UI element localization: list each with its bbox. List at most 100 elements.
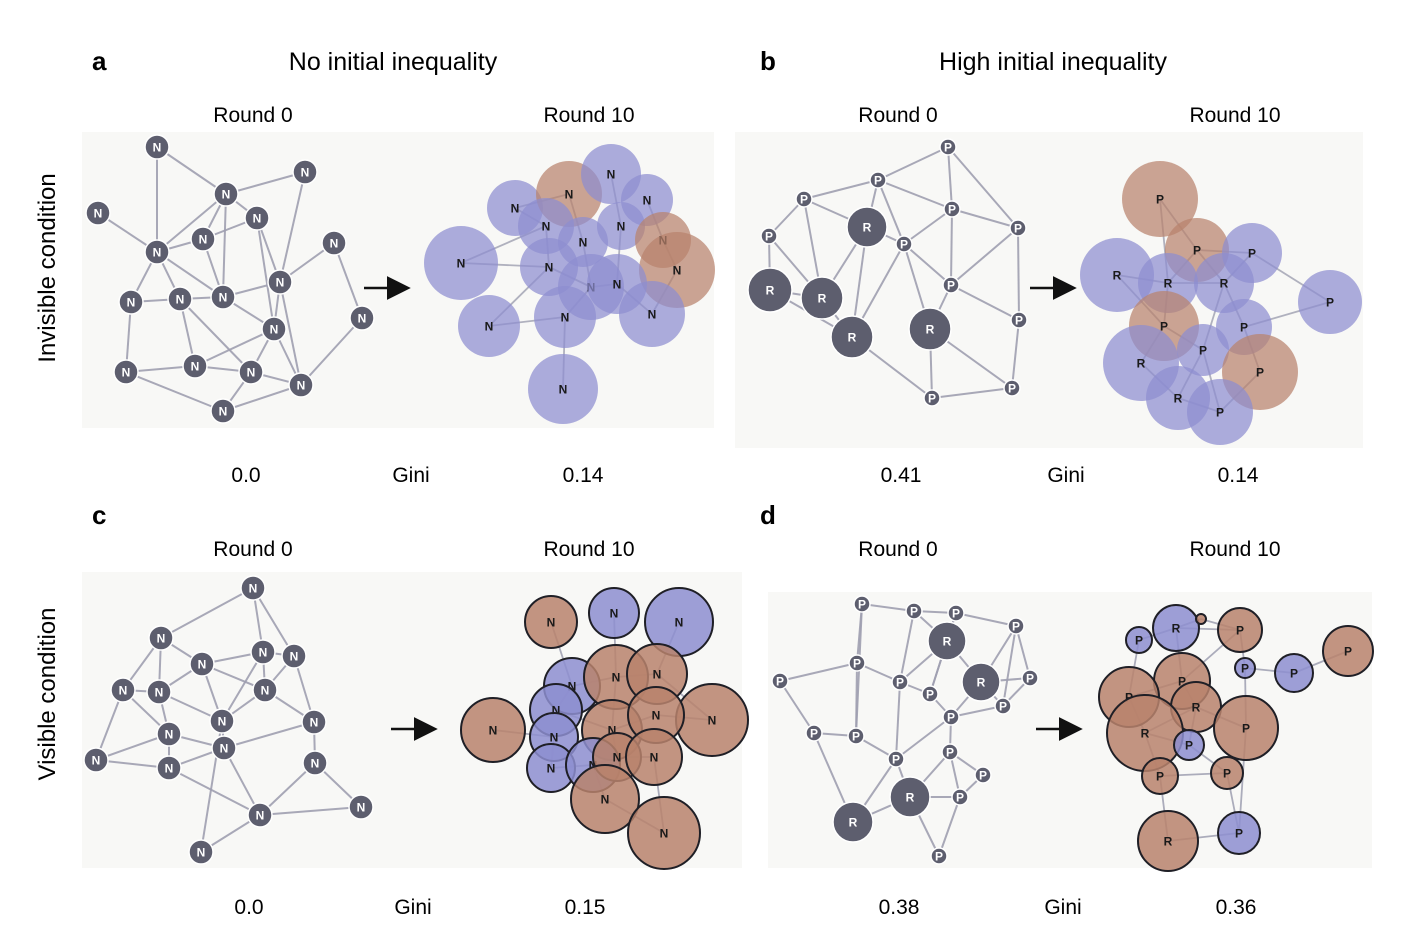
panel-c-round0-node-N	[301, 709, 327, 735]
panel-b-round0-node-R	[830, 315, 874, 359]
panel-c-round0-node-N	[240, 575, 266, 601]
panel-a-round10-node-label: N	[643, 194, 652, 208]
panel-b-round0-edge	[950, 208, 953, 286]
panel-c-round0-node-N	[189, 651, 215, 677]
panel-d-round10-node-label: P	[1135, 634, 1143, 648]
panel-b-round0-label: Round 0	[858, 104, 937, 127]
panel-b-round0-node-P	[895, 235, 913, 253]
panel-d-round0-node-label: R	[906, 791, 915, 805]
panel-b-round10-node-label: P	[1326, 296, 1334, 310]
panel-b-title: High initial inequality	[939, 48, 1167, 76]
panel-b-round10-node-P	[1187, 379, 1253, 445]
panel-d-round10-node-	[1195, 613, 1207, 625]
panel-a-round10-node-label: N	[561, 311, 570, 325]
panel-c-round10-node-N	[625, 728, 683, 786]
panel-d-round10-node-label: R	[1172, 622, 1181, 636]
panel-b-round0-node-label: R	[848, 331, 857, 345]
panel-c-round0-label: Round 0	[213, 538, 292, 561]
panel-a-round0-edge	[300, 317, 363, 386]
panel-b-round0-node-label: P	[1014, 222, 1022, 236]
panel-d-round10-node-label: P	[1185, 739, 1193, 753]
panel-d-round0-node-P	[1007, 617, 1025, 635]
panel-d-round0-node-P	[941, 743, 959, 761]
panel-a-round0-node-label: N	[153, 246, 162, 260]
panel-d-round0-node-P	[805, 724, 823, 742]
panel-a-round0-node-N	[167, 286, 193, 312]
panel-c-round0-node-N	[156, 721, 182, 747]
panel-a-round0-node-N	[190, 226, 216, 252]
panel-a-round10-node-N	[424, 226, 498, 300]
panel-c-round0-node-N	[211, 735, 237, 761]
panel-b-round0-node-P	[760, 227, 778, 245]
panel-a-round0-node-N	[292, 159, 318, 185]
panel-c-round0-node-label: N	[197, 846, 206, 860]
panel-d-round0-node-P	[947, 604, 965, 622]
panel-c-round0-edge	[168, 767, 261, 816]
panel-d-round10-node-label: P	[1178, 675, 1186, 689]
panel-b-round0-node-label: R	[818, 292, 827, 306]
panel-b-round0-node-P	[943, 200, 961, 218]
panel-c-round0-node-label: N	[165, 762, 174, 776]
panel-d-round0-node-label: P	[896, 676, 904, 690]
panel-b-round0-edge	[803, 179, 879, 200]
panel-c-round0-node-N	[188, 839, 214, 865]
panel-c-round0-node-label: N	[165, 728, 174, 742]
panel-b-round0-node-label: P	[874, 174, 882, 188]
panel-c-round10-node-label: N	[601, 793, 610, 807]
panel-a-round10-node-label: N	[613, 278, 622, 292]
panel-b-round0-node-R	[908, 307, 952, 351]
panel-c-round0-node-label: N	[198, 658, 207, 672]
panel-d-round0-node-P	[974, 766, 992, 784]
panel-a-round0-node-N	[210, 284, 236, 310]
panel-b-gini-round0: 0.41	[881, 464, 922, 487]
panel-a-round0-node-N	[144, 239, 170, 265]
panel-c-round10-node-label: N	[568, 680, 577, 694]
panel-c-round0-node-N	[209, 708, 235, 734]
panel-c-round10-node-label: N	[547, 616, 556, 630]
panel-d-round10-node-label: P	[1241, 662, 1249, 676]
panel-c-round0-node-label: N	[259, 646, 268, 660]
panel-b-round0-edge	[903, 243, 952, 286]
panel-a-round10-node-N	[528, 354, 598, 424]
panel-d-round10-nodes: PRPPPPPPRPRPPPRP	[1098, 604, 1374, 872]
panel-c-round10-node-N	[460, 697, 526, 763]
panel-c-round10-node-label: N	[608, 724, 617, 738]
panel-b-round10-node-R	[1194, 253, 1254, 313]
panel-d-label: d	[760, 500, 776, 530]
panel-c-round0-node-N	[148, 625, 174, 651]
panel-b-round10-node-P	[1177, 324, 1229, 376]
panel-c-round10-node-label: N	[708, 714, 717, 728]
panel-a-round0-node-label: N	[176, 293, 185, 307]
panel-d-round0-edge	[895, 681, 901, 760]
panel-c-round10-node-label: N	[550, 731, 559, 745]
panel-d-round0-node-P	[887, 750, 905, 768]
panel-c-round10-node-label: N	[547, 762, 556, 776]
panel-d-round0-node-P	[905, 602, 923, 620]
panel-b-round0-edge	[877, 179, 953, 210]
panel-c-round0-node-label: N	[249, 582, 258, 596]
panel-d-gini-label: Gini	[1044, 896, 1081, 919]
panel-d-round0-node-label: P	[776, 675, 784, 689]
panel-b-round0-node-label: R	[766, 284, 775, 298]
panel-d-round10-node-label: P	[1290, 667, 1298, 681]
panel-b-round10-node-R	[1080, 238, 1154, 312]
panel-a-round10-node-label: N	[565, 188, 574, 202]
panel-b-round0-edge	[950, 284, 1020, 321]
panel-b-round0-edge	[903, 208, 953, 245]
panel-d-round10-node-label: P	[1344, 645, 1352, 659]
network-graphs: NNNNNNNNNNNNNNNNNNNNNNNNNNNNNNNNNNNNPPPP…	[83, 134, 1374, 872]
panel-b-round0-node-label: P	[900, 238, 908, 252]
panel-a-round0-edge	[194, 328, 275, 367]
panel-b-round10-node-label: P	[1160, 320, 1168, 334]
panel-d-round0-node-label: P	[852, 730, 860, 744]
panel-a-round0-node-N	[288, 372, 314, 398]
panel-d-round0-edge	[950, 705, 1004, 718]
panel-d-round0-node-P	[1021, 669, 1039, 687]
panel-d-round10-node-label: P	[1236, 624, 1244, 638]
panel-d-round0-node-label: P	[892, 753, 900, 767]
panel-a-round0-edge	[125, 371, 224, 412]
panel-c-round10-node-N	[570, 764, 640, 834]
panel-b-round0-node-label: P	[1008, 382, 1016, 396]
panel-c-round10-node-N	[524, 595, 578, 649]
